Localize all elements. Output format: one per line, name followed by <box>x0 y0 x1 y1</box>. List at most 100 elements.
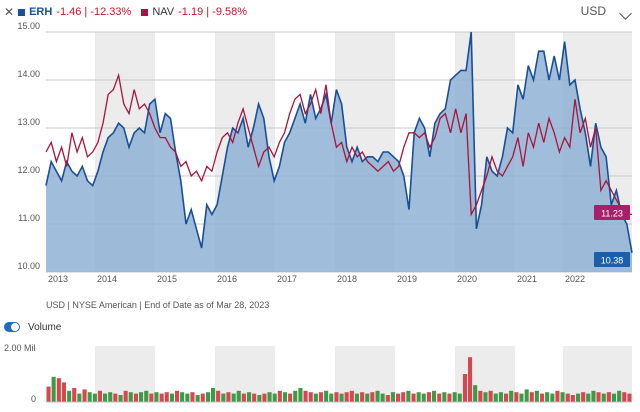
volume-bar <box>51 376 56 402</box>
nav-swatch <box>141 8 149 16</box>
erh-swatch <box>18 8 26 16</box>
currency-selector[interactable]: USD <box>580 4 606 18</box>
volume-bar <box>118 395 123 402</box>
volume-bar <box>211 388 216 402</box>
chart-footnote: USD | NYSE American | End of Date as of … <box>46 300 270 310</box>
volume-bar <box>576 393 581 402</box>
volume-bar <box>108 392 113 402</box>
volume-bar <box>421 393 426 402</box>
volume-bar <box>180 392 185 402</box>
volume-bar <box>504 393 509 402</box>
volume-bar <box>442 392 447 402</box>
volume-bar <box>267 392 272 402</box>
volume-bar <box>416 392 421 402</box>
volume-bar <box>149 393 154 402</box>
volume-bar <box>380 393 385 402</box>
x-tick-label: 2022 <box>565 274 585 284</box>
volume-bar <box>498 392 503 402</box>
volume-bar <box>375 390 380 402</box>
volume-bar <box>241 393 246 402</box>
nav-last-value-badge-bg <box>594 204 630 220</box>
volume-bar <box>139 392 144 402</box>
volume-bar <box>164 392 169 402</box>
volume-bar <box>123 390 128 402</box>
x-tick-label: 2013 <box>48 274 68 284</box>
volume-bar <box>252 393 257 402</box>
volume-bar <box>509 390 514 402</box>
volume-bar <box>318 392 323 402</box>
y-tick-label: 15.00 <box>17 21 40 31</box>
volume-bar <box>540 393 545 402</box>
volume-bar <box>272 393 277 402</box>
y-tick-label: 10.00 <box>17 261 40 271</box>
volume-bar <box>262 393 267 402</box>
volume-bar <box>519 393 524 402</box>
nav-line <box>45 72 632 217</box>
volume-bar <box>611 393 616 402</box>
volume-bar <box>524 389 529 402</box>
volume-bar <box>205 392 210 402</box>
volume-toggle[interactable] <box>4 322 20 332</box>
erh-last-value-badge-bg <box>594 252 630 267</box>
volume-bar <box>606 392 611 402</box>
volume-bar <box>452 392 457 402</box>
volume-bar <box>257 395 262 402</box>
volume-bar <box>67 390 72 402</box>
volume-bar <box>354 393 359 402</box>
x-tick-label: 2014 <box>97 274 117 284</box>
x-tick-label: 2020 <box>457 274 477 284</box>
volume-year-band <box>215 346 275 402</box>
volume-year-band <box>335 346 395 402</box>
volume-bar <box>396 393 401 402</box>
volume-bar <box>56 378 61 402</box>
volume-bar <box>560 392 565 402</box>
legend-nav-name: NAV <box>152 6 175 18</box>
volume-bar <box>432 390 437 402</box>
volume-bar <box>401 392 406 402</box>
volume-bar <box>298 388 303 402</box>
volume-bar <box>133 393 138 402</box>
volume-bar <box>565 393 570 402</box>
erh-line <box>45 31 633 253</box>
volume-bar <box>529 392 534 402</box>
volume-label: Volume <box>28 322 62 333</box>
volume-bar <box>591 390 596 402</box>
volume-bar <box>231 393 236 402</box>
volume-bar <box>190 392 195 402</box>
volume-bar <box>103 393 108 402</box>
volume-bar <box>247 392 252 402</box>
x-tick-label: 2015 <box>157 274 177 284</box>
volume-bar <box>226 392 231 402</box>
volume-bar <box>478 390 483 402</box>
volume-bar <box>581 392 586 402</box>
volume-bar <box>144 390 149 402</box>
volume-bar <box>426 392 431 402</box>
volume-bar <box>468 357 473 402</box>
volume-bar <box>622 392 627 402</box>
volume-y-tick-label: 2.00 Mil <box>4 343 36 353</box>
volume-bar <box>493 393 498 402</box>
volume-bar <box>406 390 411 402</box>
volume-bar <box>92 393 97 402</box>
volume-bar <box>570 395 575 402</box>
volume-bar <box>159 393 164 402</box>
volume-bar <box>293 390 298 402</box>
close-icon[interactable]: ✕ <box>4 5 15 19</box>
volume-bar <box>483 392 488 402</box>
volume-bar <box>113 393 118 402</box>
legend-erh-change: -1.46 | -12.33% <box>56 6 132 18</box>
erh-area <box>46 32 632 272</box>
volume-bar <box>601 393 606 402</box>
x-tick-label: 2017 <box>277 274 297 284</box>
x-tick-label: 2019 <box>397 274 417 284</box>
volume-y-tick-label: 0 <box>31 394 36 404</box>
volume-bar <box>195 395 200 402</box>
volume-bar <box>462 374 467 402</box>
volume-bar <box>308 392 313 402</box>
x-tick-label: 2016 <box>217 274 237 284</box>
volume-bar <box>349 390 354 402</box>
volume-bar <box>329 393 334 402</box>
y-tick-label: 11.00 <box>18 213 40 223</box>
volume-bar <box>447 393 452 402</box>
volume-bar <box>617 390 622 402</box>
